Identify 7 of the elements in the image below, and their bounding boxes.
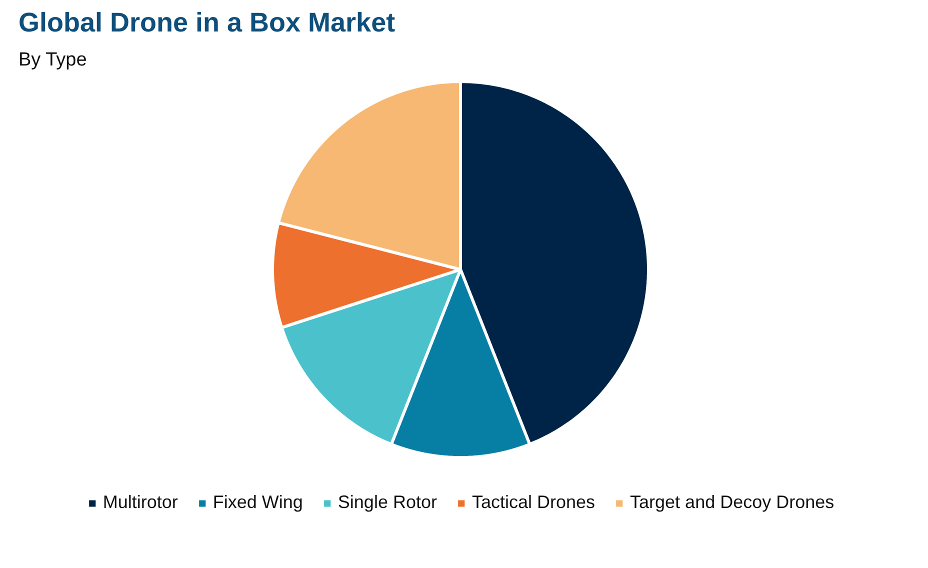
legend-label: Tactical Drones (472, 492, 596, 513)
legend-label: Fixed Wing (212, 492, 303, 513)
legend-label: Single Rotor (338, 492, 437, 513)
legend-label: Multirotor (102, 492, 178, 513)
chart-title: Global Drone in a Box Market (18, 8, 396, 38)
chart-subtitle: By Type (18, 50, 87, 70)
legend-label: Target and Decoy Drones (630, 492, 834, 513)
